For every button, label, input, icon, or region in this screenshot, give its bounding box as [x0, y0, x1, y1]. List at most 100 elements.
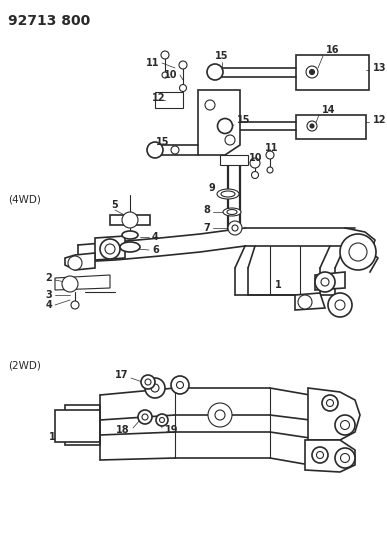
Circle shape — [335, 300, 345, 310]
Text: 3: 3 — [45, 290, 52, 300]
Circle shape — [171, 146, 179, 154]
Text: 92713 800: 92713 800 — [8, 14, 90, 28]
Polygon shape — [95, 236, 125, 260]
Text: (4WD): (4WD) — [8, 195, 41, 205]
Bar — [55, 410, 100, 442]
Text: 1: 1 — [49, 432, 55, 442]
Text: 1: 1 — [275, 280, 281, 290]
Text: 17: 17 — [115, 370, 128, 380]
Polygon shape — [55, 275, 110, 290]
Text: 11: 11 — [265, 143, 279, 153]
Ellipse shape — [223, 208, 241, 216]
Circle shape — [250, 158, 260, 168]
Circle shape — [151, 384, 159, 392]
Bar — [155, 92, 183, 108]
Circle shape — [349, 243, 367, 261]
Circle shape — [266, 151, 274, 159]
Circle shape — [232, 225, 238, 231]
Text: 15: 15 — [156, 137, 170, 147]
Circle shape — [176, 382, 183, 389]
Ellipse shape — [217, 189, 239, 199]
Text: 11: 11 — [146, 58, 159, 68]
Polygon shape — [110, 215, 150, 225]
Ellipse shape — [227, 209, 237, 214]
Ellipse shape — [122, 231, 138, 239]
Text: 4: 4 — [152, 232, 159, 242]
Text: 13: 13 — [373, 63, 387, 73]
Circle shape — [335, 448, 355, 468]
Circle shape — [267, 167, 273, 173]
Text: 14: 14 — [322, 105, 336, 115]
Circle shape — [122, 212, 138, 228]
Text: (2WD): (2WD) — [8, 360, 41, 370]
Text: 8: 8 — [203, 205, 210, 215]
Circle shape — [208, 403, 232, 427]
Circle shape — [252, 172, 259, 179]
Text: 4: 4 — [45, 300, 52, 310]
Circle shape — [215, 410, 225, 420]
Circle shape — [307, 121, 317, 131]
Text: 12: 12 — [152, 93, 166, 103]
Circle shape — [147, 142, 163, 158]
Polygon shape — [305, 440, 355, 472]
Bar — [296, 55, 369, 90]
Text: 16: 16 — [326, 45, 339, 55]
Circle shape — [138, 410, 152, 424]
Circle shape — [156, 414, 168, 426]
Circle shape — [340, 234, 376, 270]
Circle shape — [317, 451, 324, 458]
Ellipse shape — [221, 191, 235, 197]
Text: 7: 7 — [203, 223, 210, 233]
Circle shape — [228, 221, 242, 235]
Circle shape — [298, 295, 312, 309]
Bar — [296, 115, 366, 139]
Circle shape — [180, 85, 187, 92]
Circle shape — [179, 61, 187, 69]
Circle shape — [142, 414, 148, 420]
Polygon shape — [308, 388, 360, 440]
Circle shape — [341, 454, 349, 463]
Circle shape — [217, 118, 233, 133]
Text: 18: 18 — [116, 425, 130, 435]
Circle shape — [145, 378, 165, 398]
Circle shape — [62, 276, 78, 292]
Circle shape — [312, 447, 328, 463]
Polygon shape — [295, 293, 325, 310]
Circle shape — [310, 124, 314, 128]
Circle shape — [161, 51, 169, 59]
Text: 19: 19 — [165, 425, 178, 435]
Circle shape — [322, 395, 338, 411]
Text: 10: 10 — [249, 153, 262, 163]
Circle shape — [321, 278, 329, 286]
Circle shape — [105, 244, 115, 254]
Text: 12: 12 — [373, 115, 387, 125]
Text: 6: 6 — [152, 245, 159, 255]
Text: 5: 5 — [111, 200, 118, 210]
Circle shape — [205, 100, 215, 110]
Text: 2: 2 — [45, 273, 52, 283]
Circle shape — [328, 293, 352, 317]
Circle shape — [145, 379, 151, 385]
Circle shape — [100, 239, 120, 259]
Circle shape — [141, 375, 155, 389]
Circle shape — [315, 272, 335, 292]
Circle shape — [327, 400, 334, 407]
Circle shape — [71, 301, 79, 309]
Polygon shape — [315, 272, 345, 290]
Circle shape — [306, 66, 318, 78]
Ellipse shape — [120, 242, 140, 252]
Text: 15: 15 — [237, 115, 250, 125]
Text: 15: 15 — [215, 51, 229, 61]
Circle shape — [341, 421, 349, 430]
Circle shape — [335, 415, 355, 435]
Circle shape — [207, 64, 223, 80]
Circle shape — [310, 69, 315, 75]
Polygon shape — [65, 405, 100, 445]
Text: 10: 10 — [163, 70, 177, 80]
Polygon shape — [65, 253, 95, 270]
Circle shape — [171, 376, 189, 394]
Circle shape — [162, 72, 168, 78]
Circle shape — [68, 256, 82, 270]
Circle shape — [159, 417, 164, 423]
Circle shape — [225, 135, 235, 145]
